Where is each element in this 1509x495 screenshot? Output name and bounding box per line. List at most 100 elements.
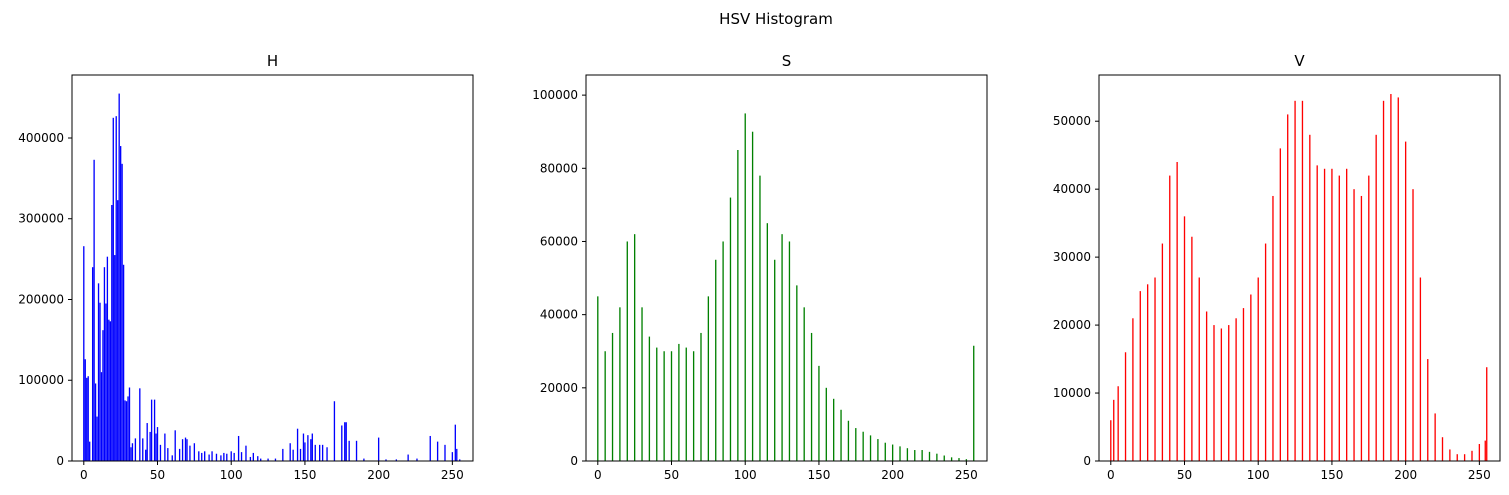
bar-s-15 <box>619 307 621 461</box>
ytick-label-h-100000: 100000 <box>18 373 64 387</box>
bar-h-135 <box>282 448 284 461</box>
bar-v-90 <box>1242 308 1245 461</box>
ytick-label-v-10000: 10000 <box>1053 386 1091 400</box>
bar-s-80 <box>715 259 717 461</box>
bar-s-100 <box>744 113 746 462</box>
bar-s-185 <box>869 435 872 461</box>
bar-v-25 <box>1146 284 1149 461</box>
bar-s-105 <box>751 131 754 461</box>
bar-v-100 <box>1257 277 1259 461</box>
bar-h-23 <box>117 200 119 462</box>
axes-frame-s <box>585 74 988 462</box>
panel-h: H 0 50 100 150 200 250 0 100000 200000 300000 40000… <box>18 52 474 482</box>
bar-h-14 <box>103 267 106 461</box>
bar-s-95 <box>737 150 739 461</box>
bar-h-52 <box>159 444 162 461</box>
panel-title-v: V <box>1294 52 1305 70</box>
bar-h-2 <box>86 377 88 461</box>
bar-v-220 <box>1434 413 1436 461</box>
xtick-label-s-50: 50 <box>664 468 679 482</box>
bar-h-15 <box>105 303 107 461</box>
bar-v-170 <box>1360 195 1363 461</box>
bar-h-40 <box>142 438 144 461</box>
bar-h-24 <box>118 93 120 461</box>
bar-h-26 <box>121 163 123 461</box>
bar-v-255 <box>1486 367 1488 461</box>
bar-h-145 <box>296 428 299 461</box>
xtick-label-v-200: 200 <box>1394 468 1417 482</box>
bar-v-230 <box>1449 449 1451 461</box>
bar-s-70 <box>700 332 702 461</box>
bar-h-38 <box>139 388 141 461</box>
bar-v-95 <box>1250 294 1252 461</box>
bar-h-105 <box>237 435 240 461</box>
bar-s-110 <box>759 175 761 461</box>
bar-h-46 <box>150 399 153 461</box>
bar-h-140 <box>289 443 291 461</box>
bar-h-4 <box>89 441 91 461</box>
bar-s-35 <box>648 336 651 461</box>
bar-h-70 <box>186 439 188 461</box>
xtick-label-v-0: 0 <box>1107 468 1115 482</box>
bar-h-48 <box>153 399 156 461</box>
xtick-label-h-100: 100 <box>220 468 243 482</box>
bar-h-18 <box>109 321 111 461</box>
ytick-label-s-60000: 60000 <box>540 234 578 248</box>
bar-h-10 <box>97 283 100 461</box>
bar-s-155 <box>825 387 827 461</box>
bar-s-125 <box>781 234 783 461</box>
ytick-label-s-20000: 20000 <box>540 381 578 395</box>
bar-s-235 <box>943 455 945 461</box>
bar-s-30 <box>641 307 643 461</box>
bar-v-140 <box>1316 165 1318 461</box>
bar-v-115 <box>1279 148 1281 461</box>
bar-s-45 <box>663 351 665 461</box>
bar-v-135 <box>1309 134 1311 462</box>
bar-h-1 <box>84 359 86 461</box>
bar-s-20 <box>626 241 628 461</box>
bar-s-230 <box>936 453 938 461</box>
bar-s-170 <box>847 420 850 461</box>
bar-h-85 <box>208 454 210 461</box>
bar-s-250 <box>965 459 968 461</box>
bar-h-50 <box>156 427 159 461</box>
bar-h-90 <box>215 453 218 461</box>
bar-h-110 <box>245 445 247 461</box>
bar-h-6 <box>91 267 94 461</box>
bar-v-195 <box>1397 97 1399 462</box>
bar-h-80 <box>201 452 203 461</box>
bar-v-180 <box>1375 134 1377 462</box>
bar-v-150 <box>1331 168 1333 461</box>
bar-h-11 <box>99 302 101 461</box>
bar-s-180 <box>862 431 864 461</box>
bar-v-110 <box>1272 195 1274 461</box>
bar-h-175 <box>341 425 343 461</box>
xtick-label-h-200: 200 <box>367 468 390 482</box>
bar-s-5 <box>604 351 606 461</box>
bar-s-150 <box>818 365 820 461</box>
bar-h-31 <box>128 387 131 461</box>
bar-h-180 <box>348 440 350 461</box>
bar-h-120 <box>260 458 262 461</box>
ytick-label-h-400000: 400000 <box>18 131 64 145</box>
bar-h-3 <box>87 376 89 461</box>
bar-v-155 <box>1338 175 1340 461</box>
bar-h-87 <box>211 451 213 461</box>
bar-h-245 <box>444 444 446 461</box>
bar-h-25 <box>119 146 122 461</box>
bar-v-130 <box>1301 100 1304 461</box>
bar-h-33 <box>131 443 134 461</box>
bar-v-65 <box>1205 311 1208 461</box>
bar-v-55 <box>1191 236 1193 461</box>
bar-h-255 <box>459 459 461 461</box>
bar-h-253 <box>456 448 458 461</box>
bar-h-17 <box>108 319 110 461</box>
bar-h-57 <box>167 448 169 461</box>
bar-h-177 <box>344 422 346 461</box>
bar-h-22 <box>115 116 117 462</box>
bar-v-145 <box>1323 168 1326 461</box>
bar-s-225 <box>928 451 931 461</box>
bar-h-205 <box>385 459 387 461</box>
bar-h-165 <box>326 447 328 461</box>
bar-h-142 <box>292 449 294 461</box>
